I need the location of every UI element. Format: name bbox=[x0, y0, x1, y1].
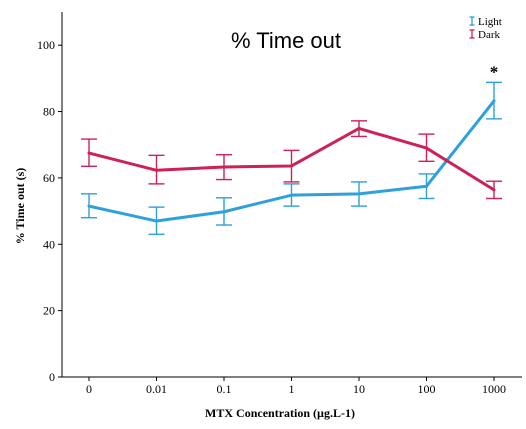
data-point-dark bbox=[222, 165, 226, 169]
x-tick-label: 10 bbox=[353, 382, 365, 396]
significance-marker: * bbox=[490, 62, 499, 81]
data-point-light bbox=[357, 192, 361, 196]
series-group bbox=[81, 81, 502, 236]
x-tick-label: 100 bbox=[418, 382, 436, 396]
data-point-light bbox=[425, 184, 428, 188]
data-point-light bbox=[492, 99, 496, 103]
legend-item-light: Light bbox=[469, 16, 502, 28]
legend-label-light: Light bbox=[478, 16, 502, 28]
series-dark bbox=[81, 120, 502, 200]
y-axis-label: % Time out (s) bbox=[13, 168, 27, 245]
data-point-dark bbox=[155, 168, 158, 172]
legend-item-dark: Dark bbox=[469, 29, 500, 41]
y-tick-label: 20 bbox=[43, 304, 55, 318]
annotations: * bbox=[490, 62, 499, 81]
x-tick-label: 0.01 bbox=[146, 382, 167, 396]
data-point-dark bbox=[357, 126, 361, 130]
data-point-dark bbox=[425, 146, 428, 150]
y-tick-label: 80 bbox=[43, 105, 55, 119]
data-point-light bbox=[87, 204, 91, 208]
y-tick-label: 40 bbox=[43, 237, 55, 251]
y-tick-label: 100 bbox=[37, 38, 55, 52]
legend-label-dark: Dark bbox=[478, 29, 500, 41]
chart-title: % Time out bbox=[231, 28, 341, 53]
data-point-dark bbox=[87, 151, 91, 155]
data-point-dark bbox=[290, 164, 293, 168]
x-tick-label: 0 bbox=[86, 382, 92, 396]
x-tick-label: 1 bbox=[289, 382, 295, 396]
y-tick-label: 60 bbox=[43, 171, 55, 185]
data-point-light bbox=[290, 193, 293, 197]
data-point-light bbox=[222, 210, 226, 214]
data-point-dark bbox=[492, 188, 496, 192]
series-light bbox=[81, 81, 502, 236]
x-axis-label: MTX Concentration (µg.L-1) bbox=[205, 406, 355, 420]
data-point-light bbox=[155, 219, 158, 223]
x-tick-label: 0.1 bbox=[217, 382, 232, 396]
y-tick-label: 0 bbox=[49, 370, 55, 384]
x-tick-label: 1000 bbox=[482, 382, 506, 396]
